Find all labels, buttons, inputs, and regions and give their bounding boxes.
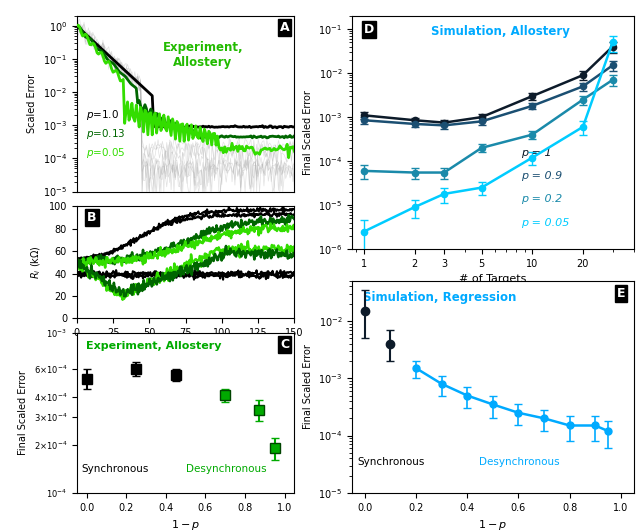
X-axis label: # of Targets: # of Targets bbox=[459, 275, 527, 285]
Y-axis label: $R_i$ (k$\Omega$): $R_i$ (k$\Omega$) bbox=[29, 245, 43, 279]
Text: $p$=0.13: $p$=0.13 bbox=[86, 127, 125, 141]
Text: p = 0.2: p = 0.2 bbox=[521, 195, 562, 205]
Y-axis label: Final Scaled Error: Final Scaled Error bbox=[303, 344, 312, 429]
Text: Simulation, Allostery: Simulation, Allostery bbox=[431, 25, 570, 38]
Text: Simulation, Regression: Simulation, Regression bbox=[364, 292, 516, 305]
Text: Experiment, Allostery: Experiment, Allostery bbox=[86, 341, 221, 351]
X-axis label: $1 - p$: $1 - p$ bbox=[171, 518, 200, 530]
Text: $p$=1.0: $p$=1.0 bbox=[86, 108, 118, 122]
Text: $p$=0.05: $p$=0.05 bbox=[86, 146, 125, 161]
Text: E: E bbox=[617, 287, 625, 301]
Text: Desynchronous: Desynchronous bbox=[479, 457, 559, 467]
Text: Synchronous: Synchronous bbox=[81, 464, 148, 474]
Text: Experiment,
Allostery: Experiment, Allostery bbox=[163, 41, 243, 68]
X-axis label: (Training Steps) * p: (Training Steps) * p bbox=[139, 343, 232, 354]
Text: p = 0.05: p = 0.05 bbox=[521, 218, 570, 228]
Text: A: A bbox=[280, 21, 289, 34]
X-axis label: $1 - p$: $1 - p$ bbox=[478, 518, 508, 530]
Text: Desynchronous: Desynchronous bbox=[186, 464, 266, 474]
Text: C: C bbox=[280, 338, 289, 351]
Text: p = 0.9: p = 0.9 bbox=[521, 171, 562, 181]
Text: Synchronous: Synchronous bbox=[358, 457, 425, 467]
Y-axis label: Final Scaled Error: Final Scaled Error bbox=[303, 90, 312, 175]
Text: D: D bbox=[364, 23, 374, 36]
Y-axis label: Scaled Error: Scaled Error bbox=[28, 74, 37, 134]
Y-axis label: Final Scaled Error: Final Scaled Error bbox=[18, 370, 28, 455]
Text: p = 1: p = 1 bbox=[521, 148, 552, 158]
Text: B: B bbox=[87, 211, 97, 224]
